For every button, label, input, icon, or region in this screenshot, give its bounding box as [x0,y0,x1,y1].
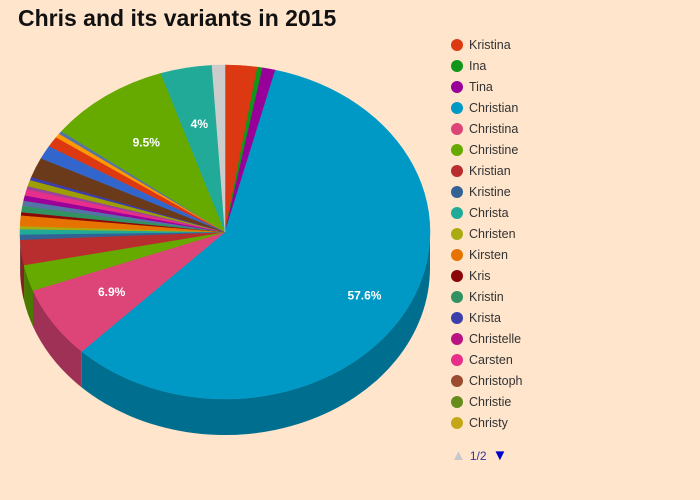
legend-label: Christa [469,205,509,220]
legend-label: Ina [469,58,487,73]
legend-label: Christina [469,121,519,136]
legend-item[interactable]: Christa [451,202,691,223]
legend-swatch [451,290,463,303]
legend-label: Christelle [469,331,522,346]
legend-label: Kirsten [469,247,508,262]
legend-label: Carsten [469,352,513,367]
legend-label: Krista [469,310,501,325]
legend-swatch [451,185,463,198]
pie-slice[interactable] [211,64,226,233]
legend-swatch [451,311,463,324]
pie-data-label: 6.9% [98,285,126,299]
pie-slice-christian[interactable] [81,69,431,400]
legend-item[interactable]: Carsten [451,349,691,370]
legend-item[interactable]: Christy [451,412,691,433]
legend-swatch [451,101,463,114]
legend-item[interactable]: Kris [451,265,691,286]
pie-chart: 57.6% 6.9% 9.5% 4% [19,64,431,435]
legend-item[interactable]: Christine [451,139,691,160]
chart-title: Chris and its variants in 2015 [18,5,337,31]
legend-swatch [451,80,463,93]
legend-item[interactable]: Tina [451,76,691,97]
legend-swatch [451,122,463,135]
legend-label: Christen [469,226,516,241]
legend-item[interactable]: Kirsten [451,244,691,265]
legend-swatch [451,269,463,282]
legend-label: Christy [469,415,508,430]
pie-slice-side [24,265,34,327]
legend-item[interactable]: Christoph [451,370,691,391]
legend-swatch [451,59,463,72]
legend: Kristina Ina Tina Christian Christina Christi… [451,34,691,433]
legend-item[interactable]: Christina [451,118,691,139]
pie-data-label: 9.5% [133,135,161,149]
legend-item[interactable]: Kristina [451,34,691,55]
legend-page-down-icon[interactable]: ▼ [492,447,508,464]
legend-swatch [451,332,463,345]
legend-item[interactable]: Kristian [451,160,691,181]
legend-label: Kris [469,268,491,283]
legend-item[interactable]: Kristine [451,181,691,202]
legend-label: Christie [469,394,512,409]
pie-data-label: 4% [191,117,209,131]
legend-swatch [451,395,463,408]
legend-page-indicator: 1/2 [469,448,487,463]
legend-swatch [451,248,463,261]
legend-page-up-icon[interactable]: ▲ [451,447,466,464]
pie-data-label: 57.6% [347,289,381,303]
legend-swatch [451,164,463,177]
legend-swatch [451,143,463,156]
legend-item[interactable]: Ina [451,55,691,76]
legend-label: Kristine [469,184,511,199]
legend-swatch [451,353,463,366]
legend-item[interactable]: Kristin [451,286,691,307]
legend-swatch [451,206,463,219]
legend-swatch [451,227,463,240]
pie-slice-side [20,239,25,302]
legend-label: Kristin [469,289,504,304]
legend-label: Christian [469,100,519,115]
legend-item[interactable]: Krista [451,307,691,328]
pie-depth-sides [20,232,430,435]
legend-label: Christine [469,142,519,157]
pie-slice-side [81,232,430,435]
legend-item[interactable]: Christian [451,97,691,118]
legend-swatch [451,416,463,429]
legend-swatch [451,38,463,51]
pie-data-labels: 57.6% 6.9% 9.5% 4% [98,117,382,303]
pie-slice[interactable] [61,73,226,233]
legend-label: Christoph [469,373,523,388]
pie-top-slices [19,64,431,400]
legend-item[interactable]: Christen [451,223,691,244]
legend-item[interactable]: Christie [451,391,691,412]
legend-label: Kristina [469,37,511,52]
legend-swatch [451,374,463,387]
legend-pagination: ▲ 1/2 ▼ [451,448,507,463]
legend-label: Kristian [469,163,511,178]
legend-label: Tina [469,79,493,94]
pie-slice-side [33,290,82,388]
legend-item[interactable]: Christelle [451,328,691,349]
